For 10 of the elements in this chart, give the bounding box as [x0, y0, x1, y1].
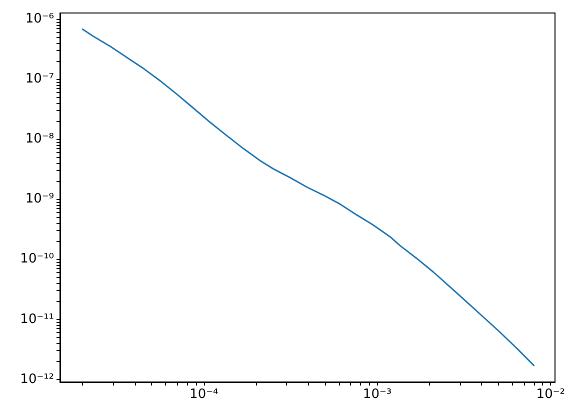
x-tick-label: 10⁻⁴ [190, 387, 218, 402]
y-tick-label: 10⁻⁷ [25, 72, 54, 87]
y-tick-label: 10⁻¹² [20, 372, 54, 387]
x-tick-label: 10⁻² [536, 387, 565, 402]
y-tick-label: 10⁻⁶ [25, 12, 54, 27]
y-tick-label: 10⁻⁹ [25, 192, 54, 207]
x-tick-label: 10⁻³ [362, 387, 392, 402]
y-tick-label: 10⁻⁸ [25, 132, 54, 147]
y-tick-label: 10⁻¹¹ [20, 312, 54, 327]
y-tick-label: 10⁻¹⁰ [20, 252, 54, 267]
